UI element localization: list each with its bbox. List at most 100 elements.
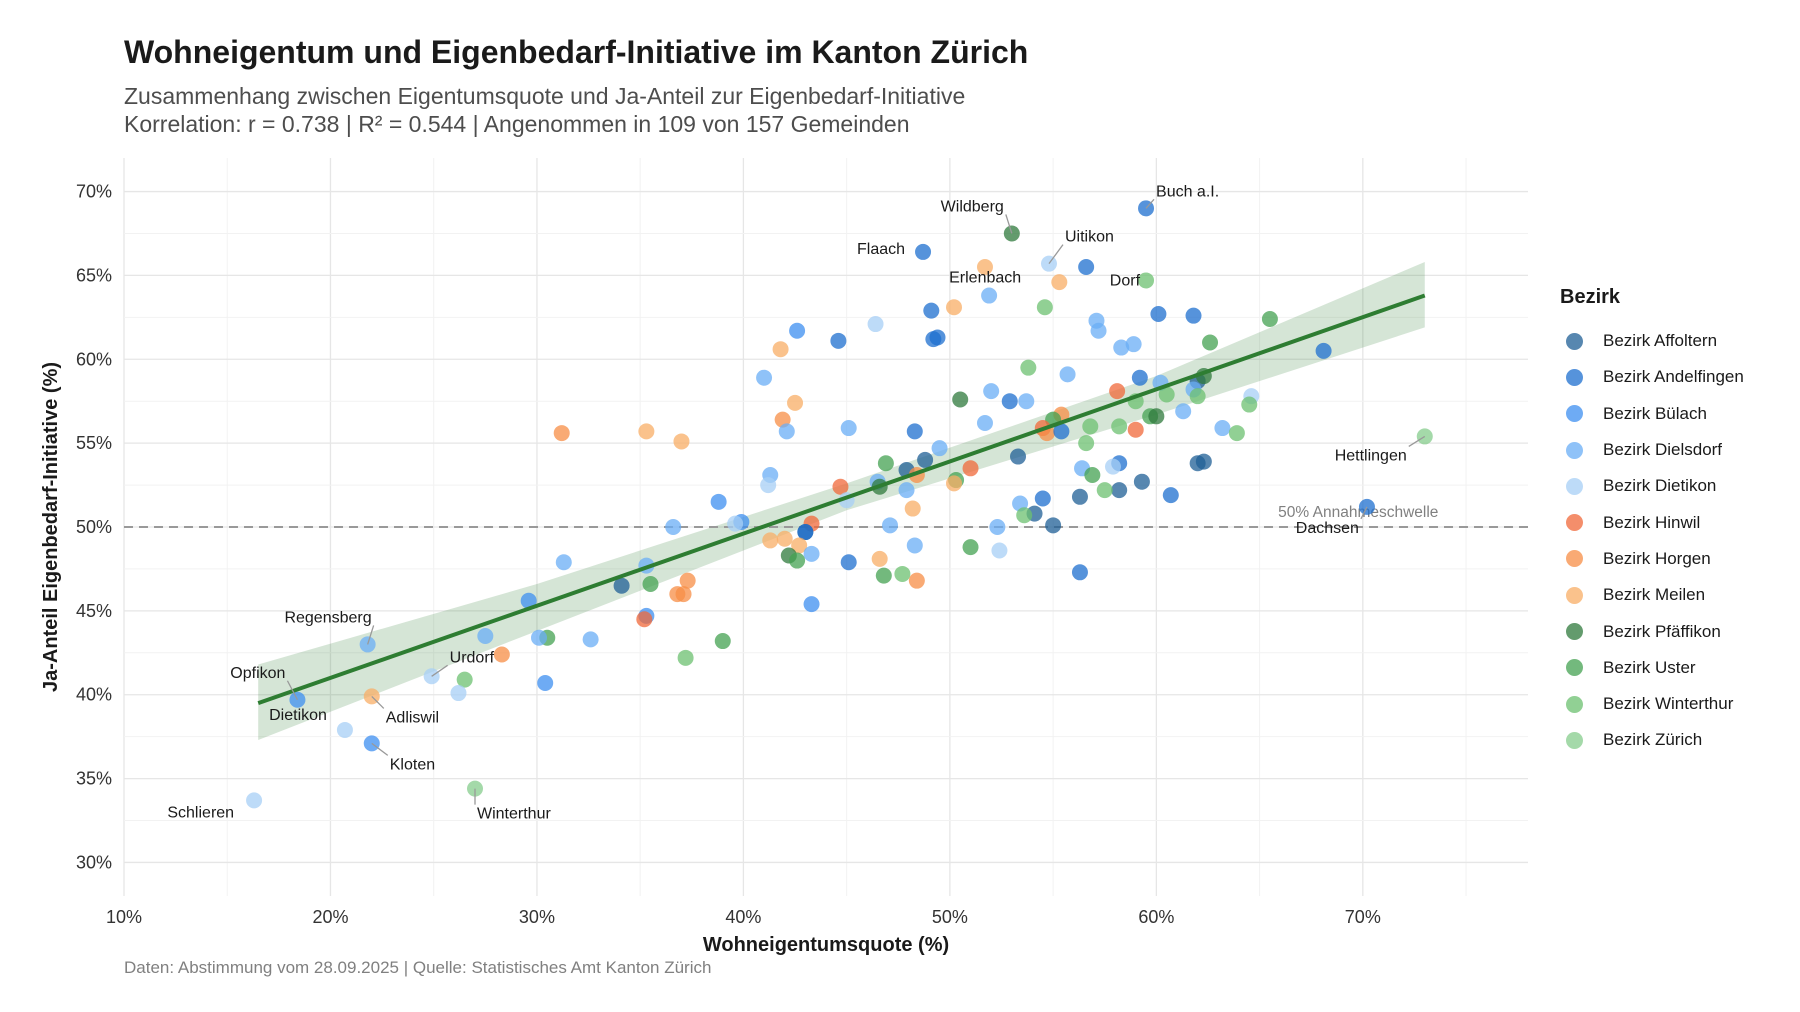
x-tick-label: 20%	[312, 907, 348, 927]
data-point	[832, 478, 849, 495]
data-point	[1096, 482, 1113, 499]
data-point	[677, 649, 694, 666]
point-label: Uitikon	[1065, 229, 1114, 246]
legend-label: Bezirk Winterthur	[1603, 694, 1734, 714]
y-tick-label: 70%	[76, 182, 112, 202]
data-point	[531, 629, 548, 646]
point-label: Regensberg	[284, 609, 371, 626]
data-point	[946, 475, 963, 492]
data-point	[1090, 322, 1107, 339]
data-point	[1010, 448, 1027, 465]
data-point	[1127, 421, 1144, 438]
data-point	[931, 440, 948, 457]
data-point	[1150, 305, 1167, 322]
legend-swatch	[1566, 695, 1583, 713]
data-point	[1138, 272, 1155, 289]
data-point	[520, 592, 537, 609]
legend-label: Bezirk Dietikon	[1603, 476, 1717, 496]
data-point	[1185, 307, 1202, 324]
data-point	[989, 519, 1006, 535]
regression-line	[257, 293, 1426, 706]
data-point	[1045, 517, 1062, 534]
data-point	[1020, 359, 1037, 376]
legend-swatch	[1566, 659, 1583, 677]
legend-item: Bezirk Dielsdorf	[1560, 432, 1744, 468]
point-label: Hettlingen	[1335, 447, 1407, 464]
data-point	[1036, 299, 1053, 316]
data-point	[1133, 473, 1150, 490]
legend-label: Bezirk Hinwil	[1603, 512, 1701, 532]
data-point	[894, 565, 911, 582]
data-point	[840, 420, 857, 437]
point-label: Flaach	[857, 241, 905, 258]
data-point	[1071, 488, 1088, 505]
data-point	[778, 423, 795, 440]
legend-label: Bezirk Horgen	[1603, 548, 1711, 568]
data-point	[1261, 311, 1278, 328]
data-point	[1051, 274, 1068, 291]
data-point	[789, 552, 806, 569]
label-leader-line	[286, 680, 299, 701]
data-point	[1034, 490, 1051, 507]
legend-label: Bezirk Meilen	[1603, 585, 1706, 605]
data-point	[1315, 342, 1332, 359]
legend-swatch	[1566, 550, 1583, 568]
data-point	[537, 674, 554, 691]
x-tick-label: 50%	[932, 907, 968, 927]
data-point	[1104, 458, 1121, 475]
label-leader-line	[1048, 244, 1064, 265]
data-point	[638, 423, 655, 440]
data-point	[981, 287, 998, 304]
data-point	[1125, 336, 1142, 353]
data-point	[642, 576, 659, 593]
data-point	[1053, 423, 1070, 440]
legend-item: Bezirk Horgen	[1560, 541, 1744, 577]
y-tick-label: 35%	[76, 769, 112, 789]
data-point	[840, 554, 857, 571]
reference-line-label: 50% Annahmeschwelle	[1278, 504, 1438, 521]
data-point	[1071, 564, 1088, 581]
legend-swatch	[1566, 477, 1583, 495]
chart-subtitle: Zusammenhang zwischen Eigentumsquote und…	[124, 82, 965, 138]
data-point	[1214, 420, 1231, 437]
data-point	[789, 322, 806, 339]
data-point	[336, 721, 353, 738]
data-point	[555, 554, 572, 571]
point-label: Schlieren	[167, 804, 234, 821]
label-leader-line	[371, 695, 385, 709]
data-point	[1078, 435, 1095, 452]
label-leader-line	[371, 742, 389, 756]
legend-swatch	[1566, 731, 1583, 749]
y-tick-label: 45%	[76, 601, 112, 621]
y-tick-label: 30%	[76, 852, 112, 872]
label-leader-line	[431, 664, 449, 677]
subtitle-line-1: Zusammenhang zwischen Eigentumsquote und…	[124, 83, 966, 109]
data-point	[962, 460, 979, 477]
data-point	[762, 532, 779, 549]
data-point	[1131, 369, 1148, 386]
y-tick-label: 55%	[76, 433, 112, 453]
data-point	[1113, 339, 1130, 356]
data-point	[946, 299, 963, 316]
y-tick-label: 40%	[76, 685, 112, 705]
legend-label: Bezirk Uster	[1603, 657, 1696, 677]
data-point	[991, 542, 1008, 559]
point-label: Opfikon	[230, 665, 285, 682]
data-point	[456, 671, 473, 688]
data-point	[803, 545, 820, 562]
data-point	[776, 530, 793, 547]
legend-label: Bezirk Dielsdorf	[1603, 440, 1723, 460]
legend-item: Bezirk Affoltern	[1560, 323, 1744, 359]
legend: Bezirk Bezirk Affoltern Bezirk Andelfinge…	[1560, 286, 1744, 759]
data-point	[636, 611, 653, 628]
data-point	[1084, 467, 1101, 484]
point-label: Dachsen	[1296, 520, 1359, 537]
data-point	[1078, 259, 1095, 276]
data-point	[904, 500, 921, 517]
legend-swatch	[1566, 405, 1583, 423]
point-label: Kloten	[390, 756, 435, 773]
data-point	[877, 455, 894, 472]
legend-item: Bezirk Pfäffikon	[1560, 613, 1744, 649]
data-point	[952, 391, 969, 408]
